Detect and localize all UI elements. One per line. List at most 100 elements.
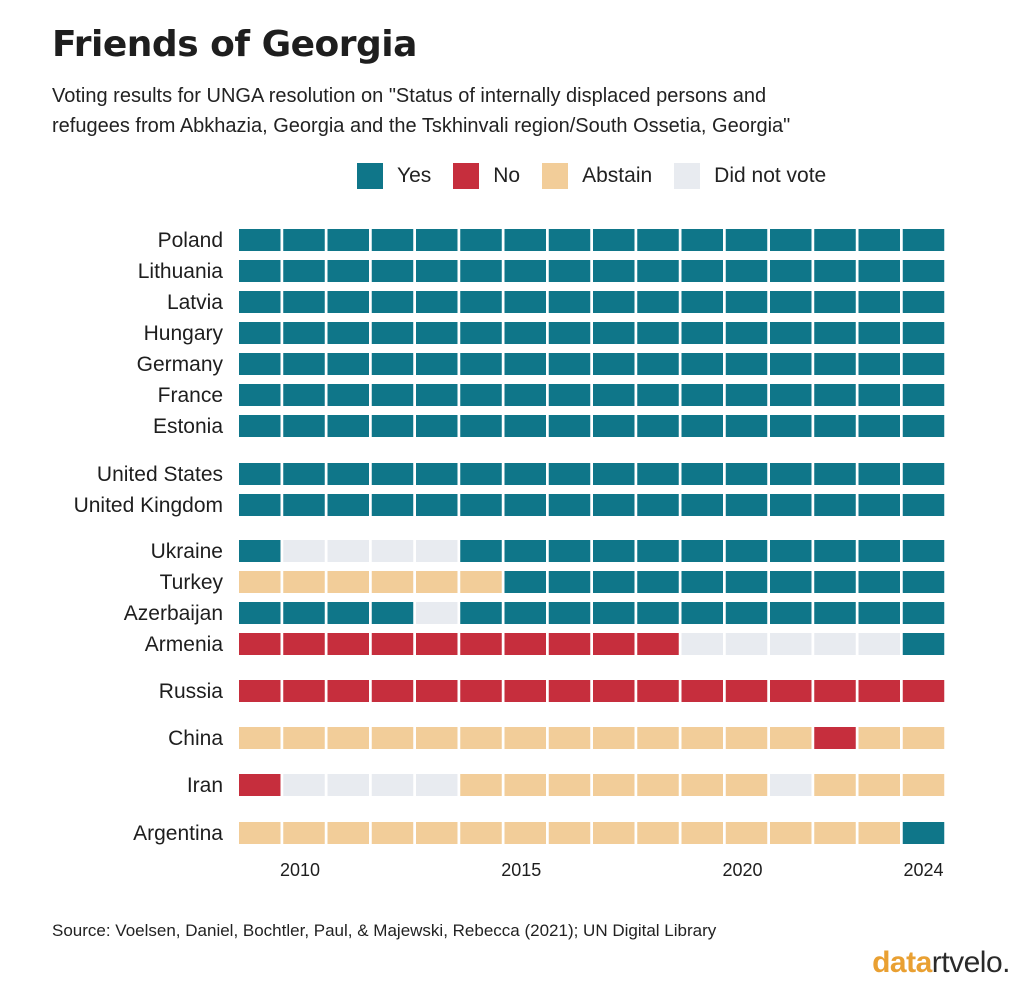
cell-ukraine-2010 (283, 540, 325, 562)
legend-swatch-did-not-vote (674, 163, 701, 189)
cell-hungary-2015 (504, 322, 546, 344)
cell-hungary-2023 (858, 322, 900, 344)
cell-armenia-2014 (460, 633, 502, 655)
cell-estonia-2010 (283, 415, 325, 437)
row-label-turkey: Turkey (160, 571, 224, 594)
cell-turkey-2013 (416, 571, 458, 593)
cell-azerbaijan-2016 (548, 602, 591, 624)
cell-azerbaijan-2022 (814, 602, 856, 624)
cell-france-2011 (327, 384, 369, 406)
cell-lithuania-2016 (548, 260, 591, 282)
cell-armenia-2024 (902, 633, 945, 655)
cell-argentina-2019 (681, 822, 723, 844)
cell-united-states-2017 (593, 463, 635, 485)
cell-united-kingdom-2011 (327, 494, 369, 516)
cell-france-2019 (681, 384, 723, 406)
legend-item-did-not-vote: Did not vote (674, 163, 826, 189)
cell-iran-2015 (504, 774, 546, 796)
cell-argentina-2013 (416, 822, 458, 844)
cell-argentina-2011 (327, 822, 369, 844)
legend-item-yes: Yes (357, 163, 431, 189)
cell-latvia-2016 (548, 291, 591, 313)
cell-estonia-2020 (725, 415, 768, 437)
cell-lithuania-2022 (814, 260, 856, 282)
cell-hungary-2016 (548, 322, 591, 344)
cell-poland-2015 (504, 229, 546, 251)
legend-swatch-no (453, 163, 480, 189)
cell-russia-2019 (681, 680, 723, 702)
row-turkey: Turkey (160, 571, 945, 594)
cell-france-2021 (770, 384, 812, 406)
cell-russia-2021 (770, 680, 812, 702)
cell-argentina-2020 (725, 822, 768, 844)
row-latvia: Latvia (167, 291, 945, 314)
cell-estonia-2017 (593, 415, 635, 437)
cell-iran-2010 (283, 774, 325, 796)
cell-united-kingdom-2022 (814, 494, 856, 516)
cell-azerbaijan-2020 (725, 602, 768, 624)
cell-estonia-2016 (548, 415, 591, 437)
cell-argentina-2016 (548, 822, 591, 844)
cell-russia-2018 (637, 680, 679, 702)
cell-azerbaijan-2021 (770, 602, 812, 624)
cell-armenia-2015 (504, 633, 546, 655)
row-label-france: France (158, 384, 223, 407)
cell-united-states-2023 (858, 463, 900, 485)
cell-united-states-2011 (327, 463, 369, 485)
cell-china-2020 (725, 727, 768, 749)
cell-germany-2018 (637, 353, 679, 375)
cell-lithuania-2009 (239, 260, 281, 282)
cell-germany-2017 (593, 353, 635, 375)
cell-poland-2017 (593, 229, 635, 251)
cell-hungary-2017 (593, 322, 635, 344)
row-label-ukraine: Ukraine (151, 540, 223, 563)
cell-lithuania-2010 (283, 260, 325, 282)
cell-lithuania-2020 (725, 260, 768, 282)
cell-united-kingdom-2021 (770, 494, 812, 516)
cell-turkey-2016 (548, 571, 591, 593)
cell-azerbaijan-2011 (327, 602, 369, 624)
cell-argentina-2022 (814, 822, 856, 844)
cell-russia-2009 (239, 680, 281, 702)
cell-lithuania-2012 (371, 260, 414, 282)
source-note: Source: Voelsen, Daniel, Bochtler, Paul,… (52, 921, 717, 940)
cell-turkey-2015 (504, 571, 546, 593)
cell-argentina-2024 (902, 822, 945, 844)
cell-estonia-2024 (902, 415, 945, 437)
x-tick-2020: 2020 (722, 860, 762, 880)
cell-armenia-2010 (283, 633, 325, 655)
row-label-united-kingdom: United Kingdom (74, 494, 223, 517)
cell-china-2017 (593, 727, 635, 749)
cell-armenia-2009 (239, 633, 281, 655)
cell-united-states-2015 (504, 463, 546, 485)
cell-poland-2018 (637, 229, 679, 251)
cell-ukraine-2018 (637, 540, 679, 562)
cell-russia-2023 (858, 680, 900, 702)
row-ukraine: Ukraine (151, 540, 945, 563)
cell-iran-2020 (725, 774, 768, 796)
cell-latvia-2021 (770, 291, 812, 313)
cell-iran-2018 (637, 774, 679, 796)
cell-estonia-2011 (327, 415, 369, 437)
cell-lithuania-2021 (770, 260, 812, 282)
cell-iran-2012 (371, 774, 414, 796)
row-label-russia: Russia (159, 680, 224, 703)
cell-russia-2022 (814, 680, 856, 702)
cell-united-kingdom-2012 (371, 494, 414, 516)
cell-hungary-2018 (637, 322, 679, 344)
cell-china-2015 (504, 727, 546, 749)
cell-france-2016 (548, 384, 591, 406)
cell-poland-2012 (371, 229, 414, 251)
cell-latvia-2020 (725, 291, 768, 313)
cell-lithuania-2023 (858, 260, 900, 282)
cell-turkey-2023 (858, 571, 900, 593)
cell-poland-2010 (283, 229, 325, 251)
cell-azerbaijan-2013 (416, 602, 458, 624)
row-label-germany: Germany (137, 353, 224, 376)
cell-armenia-2023 (858, 633, 900, 655)
cell-united-states-2013 (416, 463, 458, 485)
cell-hungary-2012 (371, 322, 414, 344)
x-tick-2010: 2010 (280, 860, 320, 880)
cell-latvia-2013 (416, 291, 458, 313)
row-hungary: Hungary (144, 322, 945, 345)
